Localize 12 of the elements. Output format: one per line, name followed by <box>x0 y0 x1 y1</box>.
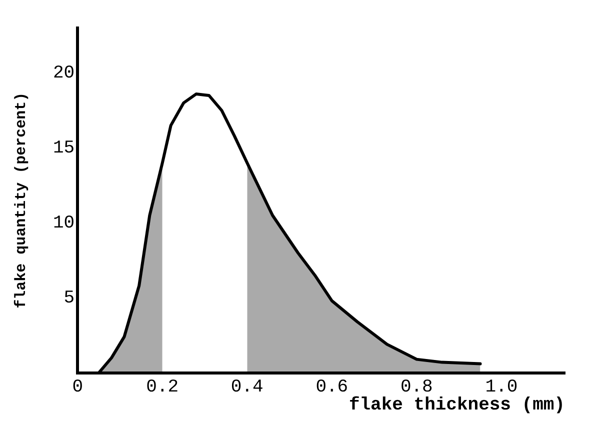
x-tick-label: 0.8 <box>400 377 433 398</box>
x-tick-label: 0 <box>72 377 84 398</box>
x-axis-title: flake thickness (mm) <box>348 396 565 416</box>
x-tick-label: 0.4 <box>230 377 264 398</box>
y-tick-label: 10 <box>52 214 75 234</box>
y-axis-title: flake quantity (percent) <box>12 92 30 308</box>
x-tick-label: 1.0 <box>485 377 518 398</box>
y-tick-label: 5 <box>64 288 75 309</box>
x-tick-label: 0.6 <box>316 377 348 398</box>
y-tick-label: 15 <box>52 138 75 159</box>
x-tick-label: 0.2 <box>146 377 179 398</box>
y-tick-label: 20 <box>52 64 75 84</box>
